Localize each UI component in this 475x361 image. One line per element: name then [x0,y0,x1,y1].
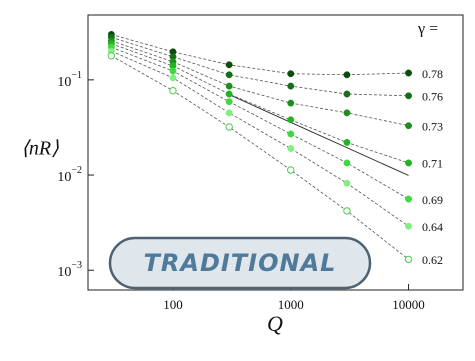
dashed-fit-line [111,34,409,76]
data-point [287,70,295,78]
data-point [225,90,233,98]
data-point [225,109,233,117]
data-point [287,116,295,124]
data-point [343,138,351,146]
data-point [404,255,413,264]
x-tick-label: 10000 [392,297,425,312]
legend-label: 0.69 [422,193,443,207]
data-point [287,99,295,107]
data-point [287,130,295,138]
legend-title: γ = [417,21,438,38]
x-axis-label: Q [267,311,283,336]
legend-label: 0.76 [422,90,443,104]
data-point [343,90,351,98]
legend-label: 0.71 [422,157,443,171]
data-point [225,82,233,90]
reference-line [228,94,409,176]
x-tick-label: 1000 [278,297,304,312]
legend-label: 0.62 [422,253,443,267]
data-point [405,222,412,230]
dashed-fit-line [111,55,409,260]
data-point [287,145,295,152]
data-point [405,122,412,130]
y-tick-label: 10−1 [57,70,82,90]
data-point [343,207,351,215]
x-tick-label: 100 [163,297,183,312]
data-point [169,74,177,82]
legend-label: 0.64 [422,220,443,234]
badge-text: TRADITIONAL [144,249,337,277]
legend-label: 0.73 [422,119,443,133]
data-point [169,86,177,95]
dashed-fit-line [111,43,409,164]
data-point [343,179,351,187]
data-point [287,82,295,90]
dashed-fit-line [111,36,409,97]
badge-box [108,236,372,290]
data-point [225,71,233,79]
plot-frame [87,14,464,291]
data-point [343,109,351,117]
data-point [225,61,233,69]
dashed-fit-line [111,40,409,127]
data-point [343,71,351,79]
data-point [405,92,412,100]
data-point [287,166,295,174]
data-point [405,195,412,203]
y-axis-label: ⟨nR⟩ [21,138,59,160]
dashed-fit-line [111,50,409,227]
data-point [225,98,233,106]
data-point [405,69,412,77]
y-tick-label: 10−3 [57,261,82,281]
y-tick-label: 10−2 [57,165,82,185]
data-point [343,159,351,167]
data-point [225,123,233,131]
data-point [107,52,116,60]
data-point [405,159,412,167]
badge: TRADITIONAL [108,236,372,290]
data-point [169,67,177,75]
dashed-fit-line [111,46,409,200]
legend-label: 0.78 [422,67,443,81]
